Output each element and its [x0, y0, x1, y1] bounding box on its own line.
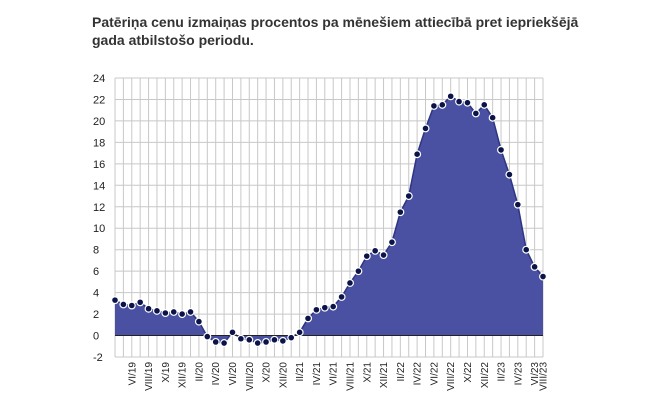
data-point [513, 200, 522, 209]
data-point [396, 208, 405, 217]
data-point [253, 339, 262, 348]
data-point [497, 145, 506, 154]
data-point [429, 101, 438, 110]
chart-area-layer [114, 95, 544, 344]
y-tick-label: 2 [93, 309, 99, 321]
y-tick-label: 24 [93, 73, 105, 85]
chart-title: Patēriņa cenu izmaiņas procentos pa mēne… [92, 14, 579, 48]
data-point [379, 251, 388, 260]
data-point [169, 307, 178, 316]
data-point [413, 150, 422, 159]
x-tick-label: II/20 [194, 362, 205, 382]
x-tick-label: VIII/22 [446, 362, 457, 391]
data-point [211, 337, 220, 346]
data-point [161, 309, 170, 318]
y-tick-label: 10 [93, 223, 105, 235]
data-point [119, 300, 128, 309]
data-point [270, 335, 279, 344]
x-tick-label: VIII/20 [245, 362, 256, 391]
x-tick-label: X/21 [362, 362, 373, 383]
x-tick-label: VI/21 [329, 362, 340, 386]
x-tick-label: IV/22 [413, 362, 424, 386]
x-tick-label: XII/19 [178, 362, 189, 389]
data-point [329, 302, 338, 311]
data-point [110, 296, 119, 305]
data-point [446, 92, 455, 101]
data-point [127, 301, 136, 310]
x-tick-label: XII/22 [480, 362, 491, 389]
x-tick-label: XII/20 [278, 362, 289, 389]
data-point [387, 238, 396, 247]
y-tick-label: 22 [93, 94, 105, 106]
x-tick-label: II/23 [497, 362, 508, 382]
series-line [114, 95, 544, 344]
series-area [115, 96, 543, 344]
data-point [480, 100, 489, 109]
data-point [220, 339, 229, 348]
data-point [371, 246, 380, 255]
data-point [455, 97, 464, 106]
x-tick-label: VI/19 [127, 362, 138, 386]
x-tick-label: X/19 [161, 362, 172, 383]
data-point [404, 192, 413, 201]
y-tick-label: -2 [93, 352, 103, 364]
data-point [538, 272, 547, 281]
data-point [144, 304, 153, 313]
y-tick-label: 8 [93, 245, 99, 257]
x-tick-label: XII/21 [379, 362, 390, 389]
y-tick-label: 6 [93, 266, 99, 278]
data-point [228, 328, 237, 337]
data-point [178, 310, 187, 319]
y-tick-label: 0 [93, 331, 99, 343]
data-point [136, 298, 145, 307]
data-point [304, 314, 313, 323]
y-tick-label: 16 [93, 159, 105, 171]
y-tick-label: 14 [93, 180, 105, 192]
data-point [278, 336, 287, 345]
data-point [421, 124, 430, 133]
chart-markers [110, 92, 547, 348]
data-point [522, 245, 531, 254]
data-point [320, 303, 329, 312]
data-point [471, 109, 480, 118]
y-tick-label: 12 [93, 202, 105, 214]
y-tick-label: 4 [93, 288, 99, 300]
data-point [245, 335, 254, 344]
x-tick-label: IV/20 [211, 362, 222, 386]
data-point [362, 252, 371, 261]
data-point [203, 332, 212, 341]
x-tick-label: IV/21 [312, 362, 323, 386]
data-point [186, 307, 195, 316]
x-tick-label: II/21 [295, 362, 306, 382]
x-tick-label: VIII/19 [144, 362, 155, 391]
x-tick-label: X/22 [463, 362, 474, 383]
x-tick-label: II/22 [396, 362, 407, 382]
y-tick-label: 18 [93, 137, 105, 149]
y-tick-label: 20 [93, 116, 105, 128]
data-point [505, 170, 514, 179]
data-point [337, 292, 346, 301]
x-tick-label: VI/22 [429, 362, 440, 386]
data-point [312, 305, 321, 314]
data-point [463, 98, 472, 107]
data-point [530, 262, 539, 271]
data-point [438, 100, 447, 109]
data-point [152, 306, 161, 315]
x-tick-label: VI/23 [530, 362, 541, 386]
data-point [354, 267, 363, 276]
x-tick-label: IV/23 [513, 362, 524, 386]
data-point [345, 278, 354, 287]
data-point [295, 328, 304, 337]
x-tick-label: VI/20 [228, 362, 239, 386]
data-point [236, 334, 245, 343]
x-tick-label: X/20 [262, 362, 273, 383]
x-tick-label: VIII/21 [345, 362, 356, 391]
x-tick-label: VIII/23 [539, 362, 550, 391]
data-point [488, 113, 497, 122]
data-point [287, 333, 296, 342]
data-point [262, 337, 271, 346]
data-point [194, 317, 203, 326]
